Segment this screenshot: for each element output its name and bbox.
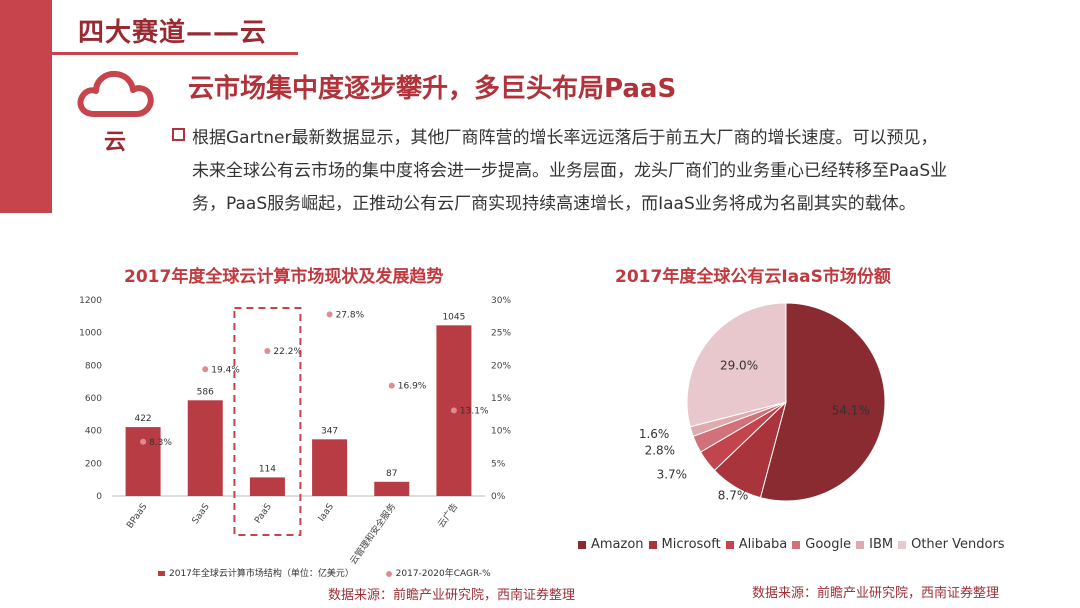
legend-dot-series: 2017-2020年CAGR-% (385, 569, 491, 579)
x-tick-label: IaaS (317, 502, 336, 524)
cagr-value-label: 19.4% (211, 365, 240, 375)
legend-bar-series: 2017年全球云计算市场结构（单位：亿美元） (158, 569, 354, 579)
legend-label: Alibaba (738, 537, 788, 552)
y-left-tick-label: 800 (85, 361, 102, 371)
cagr-value-label: 27.8% (336, 310, 365, 320)
highlight-box (233, 307, 302, 536)
legend-label: Other Vendors (911, 537, 1005, 552)
body-line: 未来全球公有云市场的集中度将会进一步提高。业务层面，龙头厂商们的业务重心已经转移… (192, 161, 948, 181)
legend-label: IBM (869, 537, 894, 552)
bar-value-label: 586 (197, 387, 214, 397)
legend-item: Amazon (578, 537, 644, 552)
bar-value-label: 347 (321, 426, 338, 436)
body-line: 务，PaaS服务崛起，正推动公有云厂商实现持续高速增长，而IaaS业务将成为名副… (192, 194, 916, 214)
legend-swatch (792, 540, 801, 549)
legend-item: Alibaba (725, 537, 788, 552)
legend-swatch (648, 540, 657, 549)
y-right-tick-label: 30% (491, 296, 511, 306)
pie-chart-source: 数据来源：前瞻产业研究院，西南证券整理 (752, 586, 1000, 601)
y-right-tick-label: 5% (491, 459, 506, 469)
y-left-tick-label: 0 (96, 492, 102, 502)
bar-chart: 0 200 400 600 800 1000 1200 0% 5% 10% 15% 20% 25% 30%… (79, 296, 511, 567)
x-tick-label: SaaS (191, 502, 212, 526)
y-right-tick-label: 10% (491, 427, 511, 437)
legend-label: 2017年全球云计算市场结构（单位：亿美元） (169, 569, 354, 579)
bar (374, 481, 410, 496)
pie-slice-label: 3.7% (657, 468, 688, 482)
y-right-tick-label: 20% (491, 361, 511, 371)
cagr-point (202, 366, 209, 373)
pie-slice-label: 8.7% (718, 488, 749, 502)
cagr-value-label: 16.9% (398, 382, 427, 392)
cagr-value-label: 13.1% (460, 406, 489, 416)
bar-value-label: 87 (386, 469, 397, 479)
pie-chart-title: 2017年度全球公有云IaaS市场份额 (615, 267, 891, 287)
bullet-square-icon (172, 128, 185, 141)
cloud-label: 云 (104, 130, 127, 155)
cagr-point (450, 407, 457, 414)
cagr-point (264, 347, 271, 354)
bar-chart-title: 2017年度全球云计算市场现状及发展趋势 (124, 267, 444, 287)
bar-chart-legend: 2017年全球云计算市场结构（单位：亿美元） 2017-2020年CAGR-% (158, 566, 491, 579)
bar (187, 400, 223, 496)
left-accent-bar (0, 0, 52, 213)
bar (249, 477, 285, 496)
cloud-icon (76, 64, 156, 120)
legend-item: IBM (856, 537, 893, 552)
x-tick-label: BPaaS (125, 502, 149, 531)
pie-slice-label: 2.8% (645, 444, 676, 458)
y-right-tick-label: 25% (491, 329, 511, 339)
pie-chart-legend: Amazon Microsoft Alibaba Google IBM Other Ven… (578, 537, 1010, 552)
pie-slice-label: 29.0% (720, 359, 758, 373)
y-right-tick-label: 15% (491, 394, 511, 404)
x-tick-label: 云管理和安全服务 (347, 501, 398, 567)
pie-chart: 54.1% 8.7% 3.7% 2.8% 1.6% 29.0% (639, 302, 886, 502)
y-right-tick-label: 0% (491, 492, 506, 502)
legend-item: Other Vendors (898, 537, 1005, 552)
body-paragraph: 根据Gartner最新数据显示，其他厂商阵营的增长率远远落后于前五大厂商的增长速… (192, 122, 1022, 221)
pie-slice-label: 1.6% (639, 427, 670, 441)
cagr-value-label: 8.3% (149, 438, 172, 448)
title-divider (52, 52, 298, 55)
legend-swatch (898, 540, 907, 549)
legend-swatch (725, 540, 734, 549)
legend-swatch (385, 570, 392, 577)
bar-value-label: 1045 (442, 312, 465, 322)
legend-swatch (158, 571, 165, 576)
legend-label: Amazon (591, 537, 644, 552)
pie-slice (759, 302, 886, 502)
body-line: 根据Gartner最新数据显示，其他厂商阵营的增长率远远落后于前五大厂商的增长速… (192, 128, 938, 148)
legend-label: 2017-2020年CAGR-% (395, 569, 491, 579)
legend-item: Google (792, 537, 851, 552)
y-left-tick-label: 400 (85, 427, 102, 437)
page-title: 四大赛道——云 (78, 18, 268, 48)
y-left-tick-label: 600 (85, 394, 102, 404)
y-left-tick-label: 1000 (79, 329, 102, 339)
legend-swatch (856, 540, 865, 549)
pie-slice (686, 302, 787, 428)
cagr-point (326, 311, 333, 318)
y-left-tick-label: 1200 (79, 296, 102, 306)
legend-item: Microsoft (648, 537, 721, 552)
cagr-point (388, 382, 395, 389)
legend-label: Google (805, 537, 852, 552)
section-headline: 云市场集中度逐步攀升，多巨头布局PaaS (188, 74, 677, 104)
cagr-value-label: 22.2% (273, 347, 302, 357)
legend-label: Microsoft (661, 537, 721, 552)
x-tick-label: PaaS (253, 502, 274, 526)
x-tick-label: 云广告 (435, 501, 460, 530)
cagr-point (140, 438, 147, 445)
bar-chart-source: 数据来源：前瞻产业研究院，西南证券整理 (328, 588, 576, 603)
legend-swatch (578, 540, 586, 549)
bar (312, 439, 348, 496)
bar-value-label: 422 (134, 414, 151, 424)
bar (125, 427, 161, 496)
y-left-tick-label: 200 (85, 459, 102, 469)
bar-value-label: 114 (259, 464, 276, 474)
pie-slice-label: 54.1% (832, 404, 870, 418)
